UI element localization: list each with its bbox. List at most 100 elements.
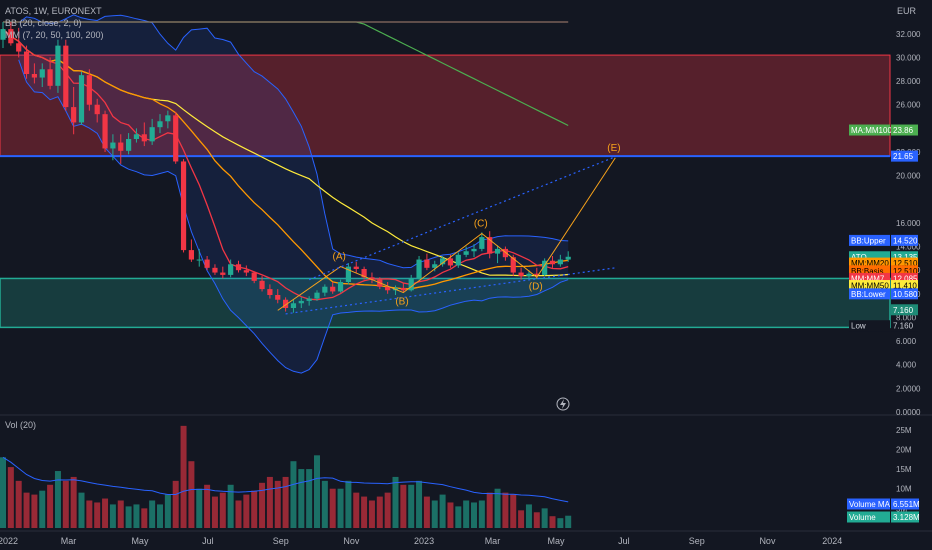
- volume-bar: [290, 461, 297, 528]
- volume-bar: [70, 476, 77, 528]
- volume-bar: [478, 500, 485, 528]
- volume-bar: [329, 488, 336, 528]
- price-tag-value-bg: [891, 304, 918, 316]
- candle-body: [518, 272, 524, 277]
- price-tag-value: 12.085: [893, 274, 918, 283]
- candle-body: [534, 273, 540, 275]
- price-tick-label: 14.000: [896, 243, 921, 252]
- candle-body: [549, 260, 556, 265]
- price-tag-label-bg: [849, 124, 890, 136]
- price-tag-label-bg: [849, 288, 890, 300]
- volume-tag-label: Volume MA: [849, 500, 891, 509]
- volume-bar: [439, 494, 446, 528]
- candle-body: [283, 299, 289, 308]
- volume-bar: [306, 469, 313, 528]
- candle-body: [565, 256, 571, 260]
- price-tag-label: Low: [851, 322, 866, 331]
- candle-body: [47, 69, 53, 86]
- candle-body: [126, 139, 132, 151]
- volume-bar: [471, 502, 477, 528]
- candle-body: [86, 75, 92, 105]
- price-tick-label: 4.000: [896, 361, 917, 370]
- price-tag-label-bg: [849, 265, 890, 277]
- volume-bar: [0, 457, 6, 528]
- price-tag-label-bg: [849, 280, 890, 292]
- price-tag-value: 12.510: [893, 267, 918, 276]
- price-tag-value-bg: [891, 124, 918, 136]
- volume-tick-label: 20M: [896, 445, 912, 454]
- candle-body: [440, 258, 446, 265]
- volume-bar: [211, 496, 218, 528]
- volume-bar: [23, 492, 30, 528]
- volume-bar: [125, 506, 132, 528]
- candle-body: [502, 248, 508, 258]
- volume-ma-line: [2, 456, 569, 503]
- price-tag-value-bg: [891, 320, 918, 332]
- price-tag: BB:Upper 14.520: [849, 234, 918, 246]
- volume-bar: [557, 518, 564, 528]
- candle-body: [447, 258, 454, 266]
- price-tag: MM:MM20 12.510: [849, 257, 918, 269]
- volume-bar: [510, 494, 517, 528]
- volume-bar: [376, 496, 383, 528]
- volume-bar: [204, 484, 211, 528]
- volume-bar: [227, 484, 234, 528]
- volume-bar: [133, 504, 140, 528]
- candle-body: [424, 259, 430, 268]
- price-tag-value: 23.86: [893, 126, 914, 135]
- candle-body: [31, 74, 37, 78]
- ma20-line: [2, 28, 569, 290]
- price-tag-label-bg: [849, 320, 890, 332]
- price-tag-value: 11.410: [893, 282, 917, 291]
- candle-body: [400, 287, 406, 291]
- time-tick-label: May: [131, 536, 149, 546]
- volume-bar: [62, 480, 69, 528]
- candle-body: [322, 286, 328, 293]
- resistance-zone: [0, 54, 891, 157]
- candle-body: [267, 289, 273, 295]
- volume-bar: [337, 488, 344, 528]
- volume-bar: [54, 471, 61, 528]
- volume-bar: [384, 492, 391, 528]
- candle-body: [23, 51, 30, 74]
- candle-body: [212, 267, 218, 273]
- price-tag-value: 10.580: [893, 290, 918, 299]
- volume-bar: [525, 504, 532, 528]
- volume-bar: [94, 502, 101, 528]
- time-tick-label: Nov: [759, 536, 776, 546]
- volume-tag: Volume 3.128M: [847, 511, 920, 523]
- candle-body: [353, 266, 359, 269]
- candle-body: [55, 45, 61, 86]
- time-tick-label: 2023: [414, 536, 434, 546]
- volume-bar: [188, 461, 195, 528]
- price-tag-label: BB:Basis: [851, 267, 883, 276]
- price-tag-label: BB:Upper: [851, 236, 886, 245]
- symbol-legend: ATOS, 1W, EURONEXT: [5, 6, 102, 16]
- candle-body: [542, 260, 548, 275]
- lower-trendline: [285, 267, 616, 315]
- price-tag-value-bg: [891, 272, 918, 284]
- candle-body: [432, 264, 438, 268]
- price-tick-label: 30.000: [896, 53, 921, 62]
- ma7-line: [2, 28, 569, 301]
- volume-tag-value: 6.551M: [893, 500, 920, 509]
- volume-bar: [196, 488, 203, 528]
- bollinger-upper-line: [18, 14, 569, 269]
- candle-body: [141, 134, 147, 142]
- support-zone: [0, 277, 891, 329]
- volume-bar: [109, 504, 116, 528]
- volume-legend: Vol (20): [5, 420, 37, 430]
- price-tag-value-bg: [891, 265, 918, 277]
- price-tag-label: MA:MM100: [851, 126, 892, 135]
- volume-bar: [117, 500, 124, 528]
- price-tick-label: 8.000: [896, 313, 917, 322]
- time-tick-label: May: [548, 536, 566, 546]
- price-tag-label-bg: [849, 251, 890, 263]
- volume-bar: [141, 508, 148, 528]
- wave-label: (C): [474, 219, 488, 230]
- price-tag: 7.160: [891, 304, 918, 316]
- volume-bar: [549, 516, 556, 528]
- price-tag-label-bg: [849, 272, 890, 284]
- volume-tick-label: 25M: [896, 426, 912, 435]
